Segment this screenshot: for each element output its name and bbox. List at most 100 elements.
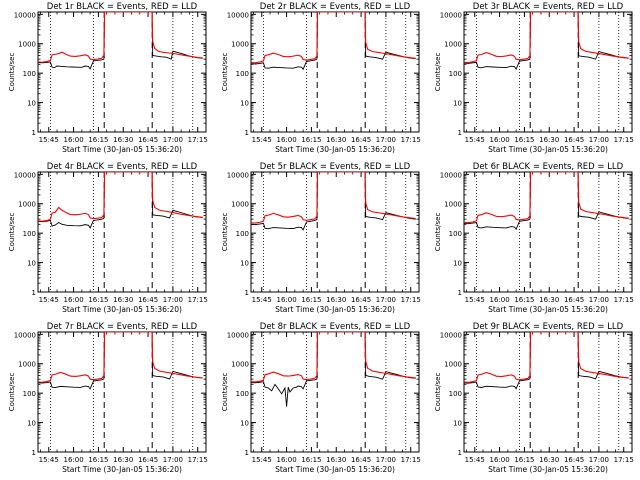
x-axis-label: Start Time (30-Jan-05 15:36:20): [488, 305, 608, 314]
x-tick-label: 16:45: [564, 136, 584, 144]
series-events-line: [251, 12, 416, 71]
y-tick-label: 1000: [18, 41, 36, 49]
x-tick-label: 16:00: [489, 456, 509, 464]
y-tick-label: 10000: [227, 171, 249, 179]
x-tick-label: 17:15: [614, 296, 634, 304]
y-tick-label: 10: [453, 100, 462, 108]
chart-panel-1: Det 1r BLACK = Events, RED = LLD 1 10 100 10…: [8, 2, 208, 154]
x-tick-label: 17:15: [401, 456, 421, 464]
y-tick-label: 1: [245, 129, 249, 137]
x-tick-label: 16:15: [514, 296, 534, 304]
chart-panel-5: Det 5r BLACK = Events, RED = LLD 1 10 100 10…: [221, 162, 421, 314]
series-events-line: [251, 172, 416, 231]
chart-title: Det 8r BLACK = Events, RED = LLD: [260, 322, 411, 332]
y-axis-label: Counts/sec: [221, 373, 229, 412]
series-events-line: [464, 12, 629, 70]
chart-title: Det 3r BLACK = Events, RED = LLD: [473, 2, 624, 12]
x-tick-label: 16:30: [539, 136, 559, 144]
x-tick-label: 16:15: [88, 296, 108, 304]
x-tick-label: 15:45: [465, 136, 485, 144]
y-tick-label: 10000: [440, 171, 462, 179]
chart-panel-8: Det 8r BLACK = Events, RED = LLD 1 10 100 10…: [221, 322, 421, 474]
x-tick-label: 15:45: [39, 136, 59, 144]
x-tick-label: 17:00: [376, 296, 396, 304]
y-tick-label: 1000: [444, 201, 462, 209]
x-tick-label: 16:30: [113, 456, 133, 464]
y-axis-label: Counts/sec: [434, 213, 442, 252]
x-tick-label: 17:00: [589, 136, 609, 144]
y-axis-label: Counts/sec: [434, 53, 442, 92]
chart-title: Det 4r BLACK = Events, RED = LLD: [47, 162, 198, 172]
y-tick-label: 100: [23, 70, 36, 78]
x-tick-label: 17:00: [589, 456, 609, 464]
x-tick-label: 17:15: [614, 456, 634, 464]
x-tick-label: 16:45: [351, 296, 371, 304]
y-tick-label: 10000: [440, 331, 462, 339]
y-tick-label: 10000: [227, 331, 249, 339]
x-tick-label: 16:45: [564, 296, 584, 304]
x-tick-label: 16:30: [539, 456, 559, 464]
x-tick-label: 17:15: [401, 136, 421, 144]
y-tick-label: 10000: [14, 171, 36, 179]
y-tick-label: 10: [240, 100, 249, 108]
series-events-line: [38, 332, 203, 390]
plot-frame: [250, 11, 420, 133]
y-tick-label: 1: [32, 289, 36, 297]
x-tick-label: 16:30: [326, 456, 346, 464]
x-tick-label: 16:15: [514, 456, 534, 464]
series-events-line: [464, 172, 629, 231]
y-axis-label: Counts/sec: [8, 373, 16, 412]
x-tick-label: 16:15: [301, 136, 321, 144]
y-tick-label: 100: [449, 390, 462, 398]
y-tick-label: 1: [458, 289, 462, 297]
x-tick-label: 17:15: [188, 456, 208, 464]
x-tick-label: 16:00: [489, 136, 509, 144]
x-tick-label: 16:15: [514, 136, 534, 144]
x-tick-label: 16:15: [88, 456, 108, 464]
plot-frame: [37, 331, 207, 453]
y-tick-label: 100: [23, 390, 36, 398]
x-tick-label: 17:00: [376, 136, 396, 144]
x-tick-label: 15:45: [465, 296, 485, 304]
x-axis-label: Start Time (30-Jan-05 15:36:20): [488, 465, 608, 474]
y-axis-label: Counts/sec: [221, 213, 229, 252]
y-tick-label: 1000: [231, 201, 249, 209]
plot-frame: [250, 331, 420, 453]
y-tick-label: 10: [27, 260, 36, 268]
y-tick-label: 1000: [231, 361, 249, 369]
x-tick-label: 16:45: [138, 296, 158, 304]
series-lld-line: [38, 332, 203, 383]
chart-title: Det 7r BLACK = Events, RED = LLD: [47, 322, 198, 332]
x-tick-label: 16:00: [63, 296, 83, 304]
series-lld-line: [251, 332, 416, 383]
x-tick-label: 16:00: [276, 136, 296, 144]
y-tick-label: 10: [27, 420, 36, 428]
series-events-line: [251, 332, 416, 407]
x-tick-label: 16:15: [301, 296, 321, 304]
y-tick-label: 100: [449, 230, 462, 238]
x-tick-label: 16:45: [138, 136, 158, 144]
series-lld-line: [38, 172, 203, 222]
y-tick-label: 1: [458, 129, 462, 137]
y-tick-label: 100: [236, 390, 249, 398]
x-tick-label: 17:00: [589, 296, 609, 304]
chart-title: Det 5r BLACK = Events, RED = LLD: [260, 162, 411, 172]
x-tick-label: 16:30: [113, 136, 133, 144]
x-tick-label: 17:15: [188, 296, 208, 304]
y-axis-label: Counts/sec: [8, 213, 16, 252]
x-tick-label: 16:00: [63, 136, 83, 144]
x-tick-label: 17:00: [163, 136, 183, 144]
y-tick-label: 1: [458, 449, 462, 457]
chart-panel-2: Det 2r BLACK = Events, RED = LLD 1 10 100 10…: [221, 2, 421, 154]
chart-panel-6: Det 6r BLACK = Events, RED = LLD 1 10 100 10…: [434, 162, 634, 314]
y-tick-label: 10000: [440, 11, 462, 19]
x-axis-label: Start Time (30-Jan-05 15:36:20): [62, 465, 182, 474]
y-tick-label: 1000: [444, 361, 462, 369]
series-events-line: [38, 172, 203, 229]
x-tick-label: 17:00: [163, 456, 183, 464]
x-axis-label: Start Time (30-Jan-05 15:36:20): [275, 145, 395, 154]
chart-panel-7: Det 7r BLACK = Events, RED = LLD 1 10 100 10…: [8, 322, 208, 474]
plot-frame: [463, 11, 633, 133]
series-events-line: [38, 12, 203, 70]
